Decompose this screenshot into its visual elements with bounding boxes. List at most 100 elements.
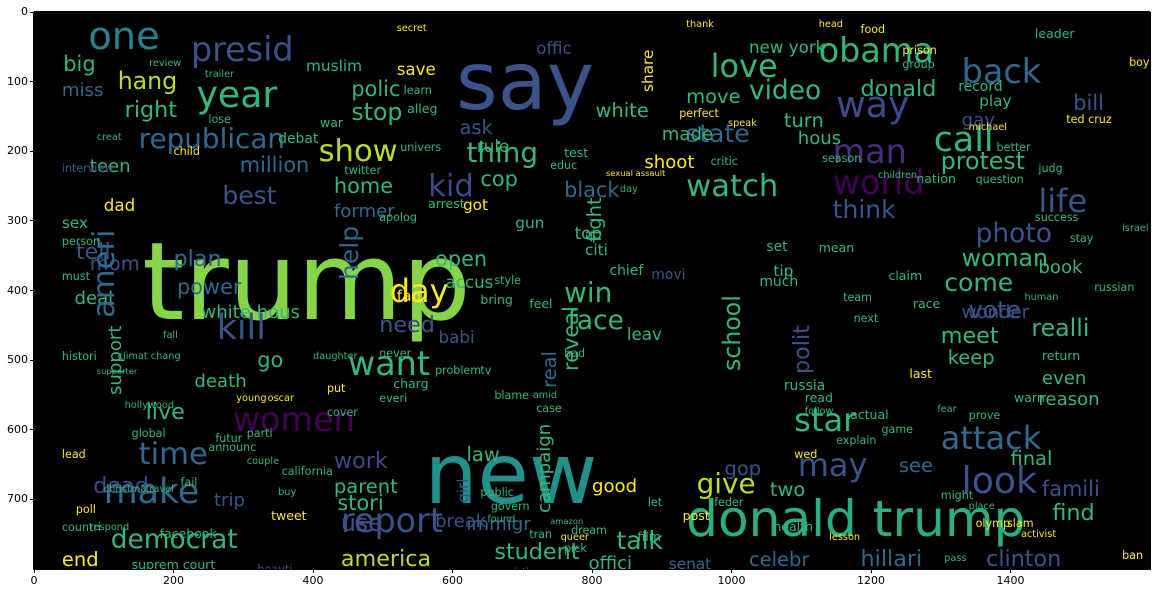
word-girl: girl	[453, 478, 472, 503]
word-tv: tv	[480, 364, 492, 378]
word-vote: vote	[968, 296, 1021, 325]
word-activist: activist	[1020, 528, 1057, 540]
word-set: set	[766, 239, 788, 256]
word-reveal: reveal	[558, 305, 583, 371]
word-respond: respond	[89, 521, 130, 533]
word-season: season	[822, 151, 862, 165]
word-sexual-assault: sexual assault	[605, 167, 666, 178]
word-realli: realli	[1031, 313, 1090, 342]
word-announc: announc	[208, 440, 257, 454]
x-tick-label: 1400	[996, 574, 1025, 587]
word-let: let	[647, 496, 663, 510]
word-beauti: beauti	[257, 563, 292, 569]
word-talk: talk	[616, 526, 664, 556]
word-countri: countri	[61, 520, 101, 534]
word-thing: thing	[466, 136, 539, 170]
word-nation: nation	[916, 170, 956, 186]
word-play: play	[979, 91, 1012, 110]
word-gun: gun	[515, 213, 545, 232]
x-tick-label: 400	[302, 574, 324, 587]
word-person: person	[61, 235, 101, 249]
word-reason: reason	[1038, 388, 1100, 410]
word-buy: buy	[278, 487, 297, 499]
word-michael: michael	[968, 121, 1008, 133]
wordcloud-canvas: trump new say donald trump make report obama ba…	[34, 12, 1150, 569]
x-tick	[33, 569, 35, 573]
word-state: state	[686, 118, 750, 148]
word-thank: thank	[686, 18, 714, 30]
x-tick	[870, 569, 872, 573]
word-next: next	[853, 311, 879, 325]
word-need: need	[379, 312, 435, 339]
word-way: way	[836, 83, 910, 127]
word-babi: babi	[438, 327, 475, 348]
word-trip: trip	[213, 489, 245, 511]
word-olymp: olymp	[975, 517, 1011, 531]
word-food: food	[860, 22, 886, 36]
y-tick-label: 100	[7, 74, 28, 88]
word-suprem-court: suprem court	[131, 556, 216, 569]
word-young: young	[236, 393, 267, 405]
word-give: give	[696, 467, 756, 501]
word-campaign: campaign	[534, 424, 556, 514]
word-health: health	[773, 518, 813, 534]
word-dad: dad	[103, 195, 136, 216]
x-tick-label: 1000	[717, 574, 746, 587]
word-offic: offic	[536, 38, 572, 59]
word-right: right	[124, 96, 177, 123]
word-russia: russia	[783, 378, 826, 395]
word-live: live	[145, 399, 185, 426]
x-tick-label: 600	[442, 574, 463, 587]
word-test: test	[564, 144, 589, 160]
frame-top	[34, 11, 1150, 12]
word-prove: prove	[968, 409, 1001, 423]
x-tick	[731, 569, 732, 573]
word-might: might	[940, 489, 974, 503]
x-tick	[1010, 569, 1011, 573]
word-problem: problem	[435, 364, 482, 378]
word-warn: warn	[1013, 389, 1045, 405]
word-citi: citi	[585, 241, 608, 260]
word-new-york: new york	[748, 37, 826, 57]
word-follow: follow	[804, 405, 834, 417]
word-group: group	[902, 57, 935, 71]
y-tick	[30, 290, 34, 291]
y-tick-label: 500	[7, 353, 28, 367]
word-world: world	[832, 163, 925, 203]
word-never: never	[379, 346, 412, 360]
x-tick-label: 800	[581, 574, 603, 587]
word-case: case	[536, 402, 562, 416]
y-tick	[30, 359, 34, 361]
word-couple: couple	[246, 455, 280, 467]
word-prison: prison	[902, 43, 937, 57]
word-even: even	[1041, 368, 1087, 389]
word-donald-trump: donald trump	[686, 489, 1026, 549]
word-israel: israel	[1122, 222, 1149, 234]
word-govern: govern	[490, 499, 530, 513]
word-go: go	[257, 348, 284, 373]
y-tick	[30, 11, 34, 13]
word-kid: kid	[428, 168, 474, 204]
word-explain: explain	[836, 433, 877, 447]
word-man: man	[832, 131, 907, 171]
word-tip: tip	[773, 262, 794, 281]
word-race: race	[912, 295, 941, 311]
word-watch: watch	[686, 168, 779, 204]
word-accus: accus	[445, 271, 494, 292]
word-polit: polit	[788, 325, 815, 375]
word-life: life	[1038, 181, 1088, 220]
word-death: death	[194, 371, 247, 393]
word-photo: photo	[975, 217, 1052, 249]
x-tick	[173, 569, 174, 573]
word-amid: amid	[532, 389, 558, 401]
word-russian: russian	[1094, 280, 1135, 294]
word-ask: ask	[459, 116, 493, 140]
word-ban: ban	[1122, 548, 1144, 562]
word-poll: poll	[75, 503, 96, 517]
word-star: star	[794, 401, 857, 440]
y-tick	[30, 150, 34, 152]
x-tick	[312, 569, 314, 573]
word-break: break	[435, 510, 487, 532]
word-find: find	[1052, 500, 1095, 527]
word-polic: polic	[351, 76, 401, 101]
